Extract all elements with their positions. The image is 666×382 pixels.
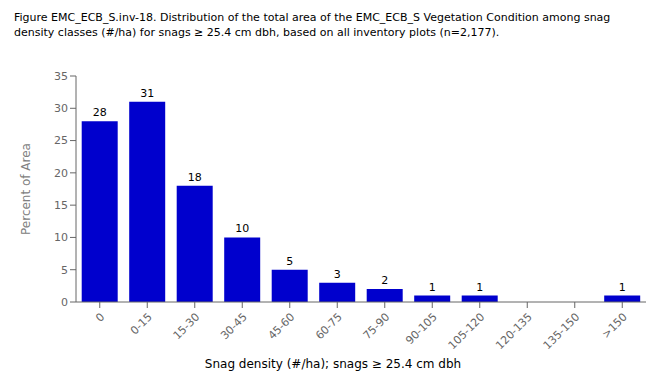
- svg-text:Percent of Area: Percent of Area: [19, 143, 33, 235]
- svg-text:105-120: 105-120: [446, 310, 488, 352]
- svg-text:18: 18: [188, 171, 202, 184]
- svg-text:90-105: 90-105: [403, 310, 440, 347]
- svg-text:0: 0: [93, 310, 107, 324]
- svg-text:31: 31: [140, 87, 154, 100]
- svg-text:0: 0: [61, 296, 68, 309]
- svg-text:30: 30: [54, 102, 68, 115]
- html-text:Figure EMC_ECB_S.inv-18. Distr: Figure EMC_ECB_S.inv-18. Distribution of…: [14, 11, 611, 39]
- svg-text:15-30: 15-30: [171, 310, 203, 342]
- svg-text:25: 25: [54, 134, 68, 147]
- svg-text:1: 1: [476, 281, 483, 294]
- svg-text:15: 15: [54, 199, 68, 212]
- svg-text:0-15: 0-15: [128, 310, 155, 337]
- svg-text:>150: >150: [599, 310, 630, 341]
- svg-text:75-90: 75-90: [361, 310, 393, 342]
- svg-text:30-45: 30-45: [218, 310, 250, 342]
- svg-text:60-75: 60-75: [313, 310, 345, 342]
- svg-text:28: 28: [93, 106, 107, 119]
- svg-text:20: 20: [54, 167, 68, 180]
- svg-text:135-150: 135-150: [541, 310, 583, 352]
- svg-text:35: 35: [54, 70, 68, 83]
- svg-text:5: 5: [286, 255, 293, 268]
- svg-text:1: 1: [619, 281, 626, 294]
- svg-text:1: 1: [429, 281, 436, 294]
- svg-text:2: 2: [381, 274, 388, 287]
- svg-text:120-135: 120-135: [493, 310, 535, 352]
- svg-text:10: 10: [235, 222, 249, 235]
- svg-text:3: 3: [334, 268, 341, 281]
- svg-text:45-60: 45-60: [266, 310, 298, 342]
- svg-text:5: 5: [61, 264, 68, 277]
- html-text:Snag density (#/ha); snags ≥ 2: Snag density (#/ha); snags ≥ 25.4 cm dbh: [204, 357, 462, 371]
- svg-text:10: 10: [54, 231, 68, 244]
